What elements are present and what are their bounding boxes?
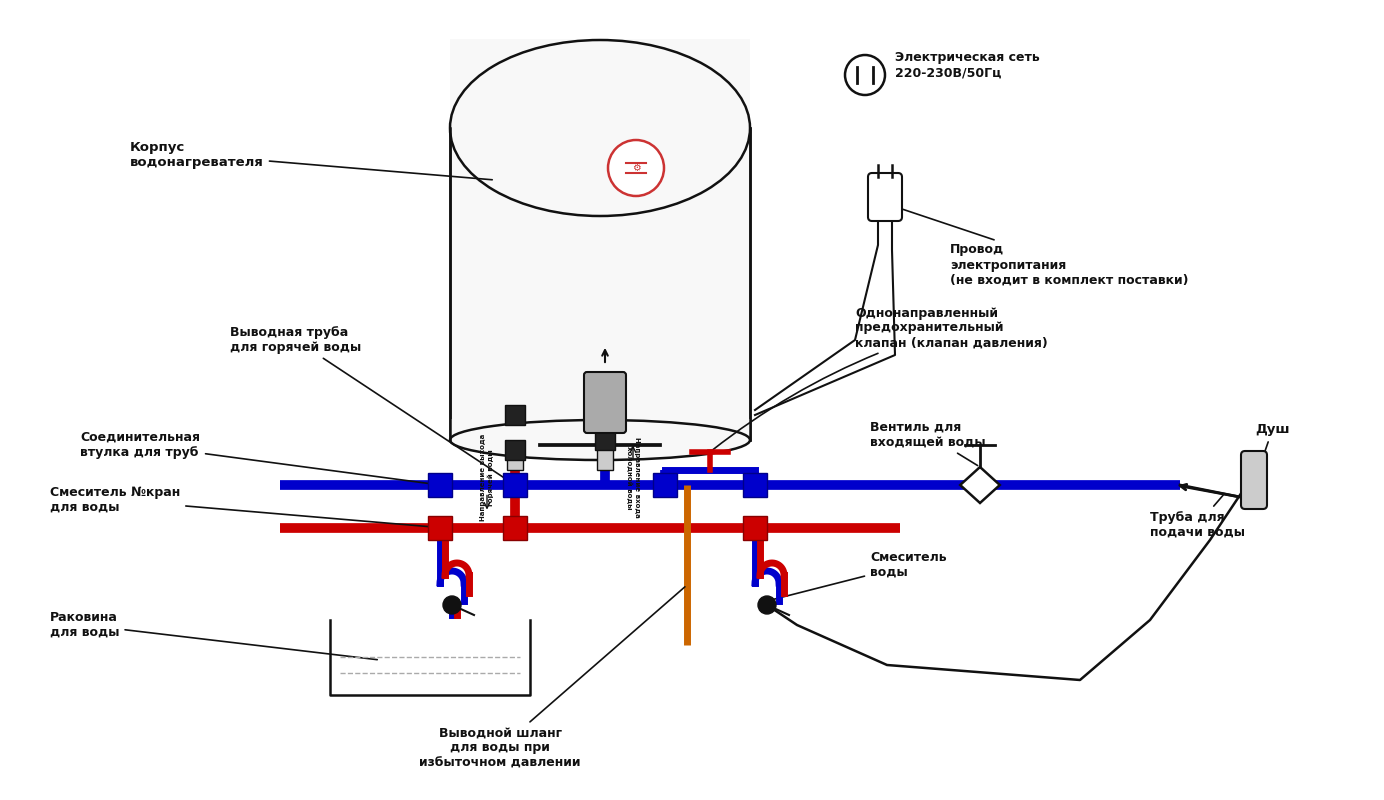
FancyBboxPatch shape: [584, 372, 626, 433]
Text: Провод
электропитания
(не входит в комплект поставки): Провод электропитания (не входит в компл…: [893, 206, 1189, 286]
Text: Направление входа
холодной воды: Направление входа холодной воды: [626, 437, 639, 518]
Bar: [450, 128, 750, 440]
Bar: [428, 473, 453, 497]
Circle shape: [846, 55, 884, 95]
Bar: [502, 516, 527, 540]
Bar: [743, 473, 767, 497]
Text: Выводная труба
для горячей воды: Выводная труба для горячей воды: [230, 326, 512, 483]
Text: Труба для
подачи воды: Труба для подачи воды: [1150, 495, 1246, 539]
Circle shape: [443, 596, 461, 614]
Bar: [450, 39, 750, 129]
Text: Раковина
для воды: Раковина для воды: [50, 611, 378, 660]
Bar: [597, 445, 613, 470]
Polygon shape: [960, 467, 999, 503]
Bar: [450, 419, 750, 441]
Bar: [428, 516, 453, 540]
Bar: [507, 445, 523, 470]
Bar: [653, 473, 677, 497]
FancyBboxPatch shape: [1241, 451, 1266, 509]
Bar: [502, 473, 527, 497]
FancyBboxPatch shape: [868, 173, 902, 221]
Bar: [743, 516, 767, 540]
Text: Вентиль для
входящей воды: Вентиль для входящей воды: [871, 421, 985, 466]
Text: Соединительная
втулка для труб: Соединительная втулка для труб: [80, 431, 437, 485]
Circle shape: [608, 140, 664, 196]
Text: Направление выхода
горячей воды: Направление выхода горячей воды: [480, 434, 494, 521]
Bar: [505, 440, 525, 460]
Text: ⚙: ⚙: [631, 163, 641, 173]
Ellipse shape: [450, 420, 750, 460]
Bar: [595, 390, 614, 410]
Text: Корпус
водонагревателя: Корпус водонагревателя: [130, 141, 493, 180]
Text: Электрическая сеть
220-230В/50Гц: Электрическая сеть 220-230В/50Гц: [895, 51, 1039, 79]
Text: Однонаправленный
предохранительный
клапан (клапан давления): Однонаправленный предохранительный клапа…: [713, 306, 1048, 450]
Text: Душ: Душ: [1255, 423, 1290, 478]
Text: Выводной шланг
для воды при
избыточном давлении: Выводной шланг для воды при избыточном д…: [419, 587, 685, 770]
Bar: [595, 430, 614, 450]
Text: Смеситель
воды: Смеситель воды: [770, 551, 947, 600]
Circle shape: [758, 596, 776, 614]
Text: Смеситель №кран
для воды: Смеситель №кран для воды: [50, 486, 443, 528]
Bar: [505, 405, 525, 425]
Ellipse shape: [450, 40, 750, 216]
